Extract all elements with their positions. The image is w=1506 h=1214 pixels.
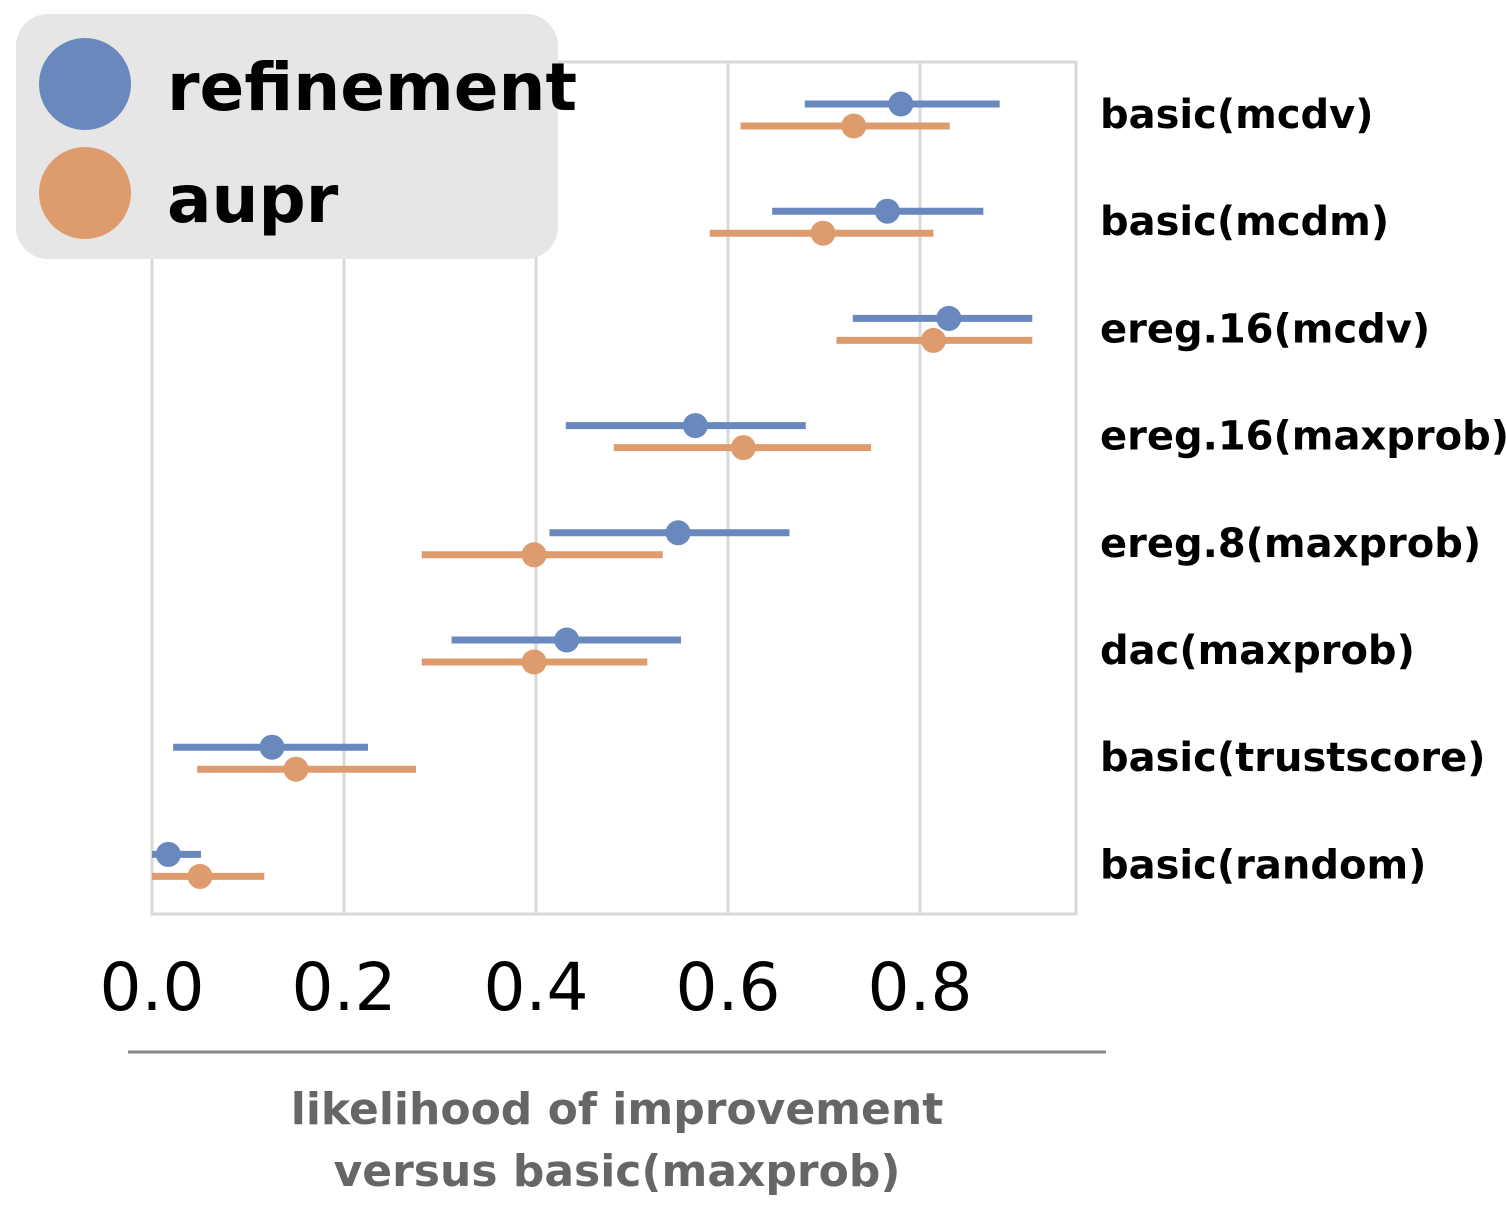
point-aupr (841, 113, 867, 139)
legend-marker-aupr (39, 147, 131, 239)
category-label: dac(maxprob) (1100, 628, 1415, 674)
point-aupr (521, 649, 547, 675)
point-aupr (521, 542, 547, 568)
x-tick-label: 0.2 (292, 949, 397, 1026)
legend-label-refinement: refinement (167, 49, 577, 126)
legend: refinement aupr (16, 14, 577, 259)
legend-box (16, 14, 558, 259)
point-aupr (283, 756, 309, 782)
plot-frame (150, 60, 1078, 916)
point-refinement (665, 520, 691, 546)
x-tick-label: 0.8 (868, 949, 973, 1026)
category-label: ereg.16(mcdv) (1100, 306, 1430, 352)
x-tick-label: 0.4 (484, 949, 589, 1026)
x-tick-label: 0.6 (676, 949, 781, 1026)
point-refinement (259, 734, 285, 760)
plot-border (150, 60, 1078, 916)
category-label: ereg.8(maxprob) (1100, 521, 1481, 567)
point-aupr (810, 220, 836, 246)
category-label: basic(mcdm) (1100, 199, 1389, 245)
point-aupr (920, 327, 946, 353)
point-refinement (874, 198, 900, 224)
point-aupr (730, 435, 756, 461)
x-axis-title-line-1: likelihood of improvement (291, 1084, 943, 1135)
point-refinement (155, 841, 181, 867)
point-refinement (936, 305, 962, 331)
point-refinement (554, 627, 580, 653)
x-tick-label: 0.0 (100, 949, 205, 1026)
point-refinement (888, 91, 914, 117)
point-refinement (682, 413, 708, 439)
category-label: ereg.16(maxprob) (1100, 414, 1506, 460)
legend-marker-refinement (39, 38, 131, 130)
x-tick-labels: 0.0 0.2 0.4 0.6 0.8 (100, 949, 973, 1026)
point-aupr (187, 863, 213, 889)
x-axis-title-line-2: versus basic(maxprob) (334, 1146, 901, 1197)
category-label: basic(random) (1100, 842, 1426, 888)
category-label: basic(trustscore) (1100, 735, 1486, 781)
legend-label-aupr: aupr (167, 161, 339, 238)
category-labels: basic(mcdv) basic(mcdm) ereg.16(mcdv) ereg.… (1100, 92, 1506, 888)
category-label: basic(mcdv) (1100, 92, 1374, 138)
marks (152, 91, 1033, 889)
